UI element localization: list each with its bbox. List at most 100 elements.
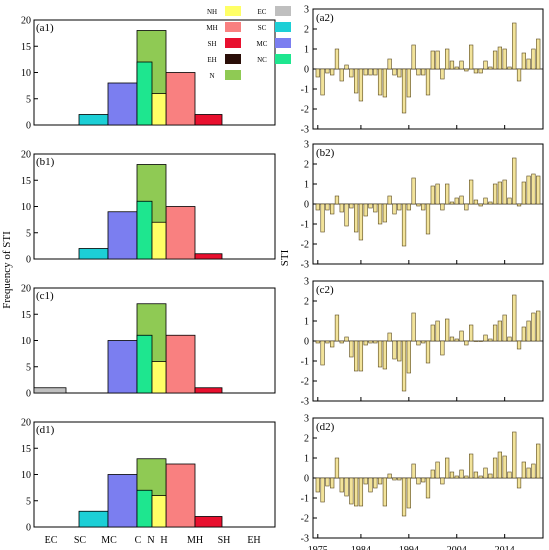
bar-c xyxy=(136,489,153,528)
y-tick-label: 2 xyxy=(304,160,309,171)
x-category-label: SH xyxy=(218,535,231,546)
sti-bar xyxy=(416,477,421,485)
sti-bar xyxy=(430,50,435,70)
bar-h xyxy=(151,495,167,528)
y-tick-label: -1 xyxy=(301,220,309,231)
y-tick-label: 20 xyxy=(21,284,31,295)
legend-label: EH xyxy=(207,56,216,64)
sti-bar xyxy=(526,58,531,70)
sti-bar xyxy=(382,68,387,98)
sti-bar xyxy=(334,457,340,479)
sti-bar xyxy=(469,453,474,479)
sti-bar xyxy=(349,340,354,358)
sti-bar xyxy=(397,203,402,211)
sti-bar xyxy=(320,68,325,96)
left-y-axis-title: Frequency of STI xyxy=(1,231,13,309)
sti-bar xyxy=(363,340,368,346)
y-tick-label: 20 xyxy=(21,16,31,27)
x-tick-label: 2014 xyxy=(495,545,515,550)
y-tick-label: 3 xyxy=(304,5,309,16)
sti-bar xyxy=(454,475,459,479)
sti-bar xyxy=(454,197,459,205)
sti-bar xyxy=(473,340,479,342)
sti-bar xyxy=(502,455,507,479)
sti-bar xyxy=(435,183,440,205)
sti-bar xyxy=(425,340,431,364)
sti-bar xyxy=(507,66,512,70)
bar-c xyxy=(136,200,153,260)
y-tick-label: 1 xyxy=(304,454,309,465)
sti-bar xyxy=(492,324,498,342)
sti-bar xyxy=(483,197,488,205)
legend-swatch xyxy=(225,22,241,32)
sti-bar xyxy=(339,203,344,213)
sti-bar xyxy=(325,340,330,344)
y-tick-label: 3 xyxy=(304,414,309,425)
sti-bar xyxy=(449,201,455,205)
sti-bar xyxy=(464,340,469,346)
sti-bar xyxy=(425,68,431,96)
sti-bar xyxy=(435,50,440,70)
y-tick-label: -3 xyxy=(301,260,309,271)
sti-bar xyxy=(425,477,431,499)
y-tick-label: 20 xyxy=(21,418,31,429)
legend-label: EC xyxy=(258,8,267,16)
sti-bar xyxy=(377,340,383,368)
frequency-panels: 0 5 10 15 20 (a1) 0 5 10 15 20 (b1) 0 5 10 15 20 (c1) 0 5 10… xyxy=(21,16,276,546)
sti-bar xyxy=(435,461,440,479)
x-tick-label: 1975 xyxy=(308,545,328,550)
bar-sh xyxy=(194,387,223,394)
sti-bar xyxy=(382,477,387,507)
sti-bar xyxy=(334,195,340,205)
legend-swatch xyxy=(275,22,291,32)
y-tick-label: -3 xyxy=(301,397,309,408)
x-category-label: N xyxy=(147,535,154,546)
sti-bar xyxy=(478,203,483,207)
y-tick-label: 15 xyxy=(21,42,31,53)
sti-bar xyxy=(368,477,373,493)
sti-bar xyxy=(516,340,522,350)
sti-bar xyxy=(521,52,526,70)
bar-sc xyxy=(78,114,109,126)
sti-bar xyxy=(512,431,517,479)
y-tick-label: 0 xyxy=(304,65,309,76)
y-tick-label: -2 xyxy=(301,240,309,251)
sti-bar xyxy=(411,177,416,205)
bar-mh xyxy=(165,334,196,394)
sti-bar xyxy=(497,451,502,479)
sti-bar xyxy=(492,457,498,479)
sti-bar xyxy=(339,340,344,344)
bar-mh xyxy=(165,206,196,260)
sti-bar xyxy=(516,477,522,489)
y-tick-label: 10 xyxy=(21,336,31,347)
sti-bar xyxy=(315,68,320,78)
legend-swatch xyxy=(225,6,241,16)
sti-bar xyxy=(459,330,464,342)
sti-bar xyxy=(473,68,479,74)
sti-bar xyxy=(416,68,421,76)
x-category-label: SC xyxy=(74,535,87,546)
y-tick-label: -1 xyxy=(301,494,309,505)
sti-bar xyxy=(358,203,364,241)
sti-bar xyxy=(449,60,455,70)
sti-bar xyxy=(440,477,445,485)
sti-bar xyxy=(349,203,354,209)
sti-bar xyxy=(373,477,378,489)
sti-bar xyxy=(464,68,469,72)
sti-bar xyxy=(325,477,330,487)
panel-label: (a1) xyxy=(36,22,54,34)
sti-bar xyxy=(392,68,397,76)
sti-bar xyxy=(373,203,378,213)
sti-bar xyxy=(521,181,526,205)
sti-bar xyxy=(401,68,407,114)
sti-bar xyxy=(358,68,364,102)
y-tick-label: 0 xyxy=(26,523,31,534)
panel-label: (a2) xyxy=(316,12,334,24)
y-tick-label: 10 xyxy=(21,202,31,213)
sti-bar xyxy=(382,340,387,370)
sti-bar xyxy=(521,326,526,342)
sti-bar xyxy=(507,471,512,479)
sti-bar xyxy=(330,68,335,76)
y-tick-label: 15 xyxy=(21,176,31,187)
